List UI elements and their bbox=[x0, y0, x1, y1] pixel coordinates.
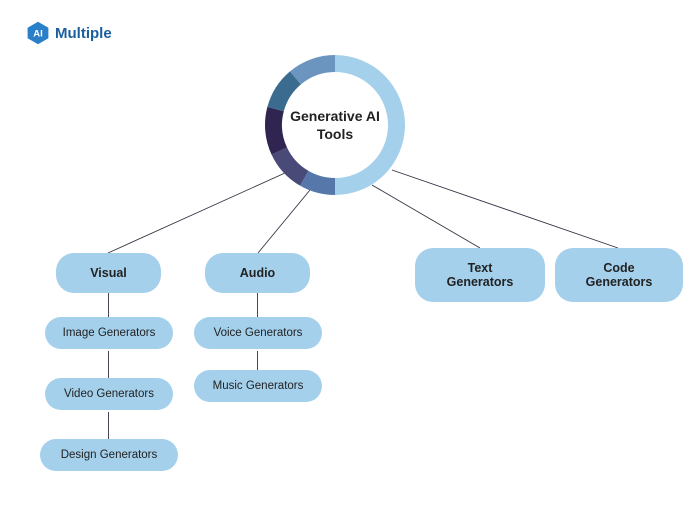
subcategory-node: Video Generators bbox=[45, 378, 173, 410]
center-node: Generative AI Tools bbox=[260, 50, 410, 200]
logo-hexagon-icon: AI bbox=[25, 20, 51, 46]
category-node: Text Generators bbox=[415, 248, 545, 302]
connector-line bbox=[108, 173, 285, 253]
brand-logo: AI Multiple bbox=[25, 20, 112, 46]
category-node: Visual bbox=[56, 253, 161, 293]
subcategory-node: Music Generators bbox=[194, 370, 322, 402]
connector-line bbox=[392, 170, 618, 248]
logo-word: Multiple bbox=[55, 25, 112, 42]
category-node: Code Generators bbox=[555, 248, 683, 302]
subcategory-node: Voice Generators bbox=[194, 317, 322, 349]
logo-ai-text: AI bbox=[33, 28, 43, 39]
subcategory-node: Design Generators bbox=[40, 439, 178, 471]
category-node: Audio bbox=[205, 253, 310, 293]
center-title: Generative AI Tools bbox=[260, 50, 410, 200]
subcategory-node: Image Generators bbox=[45, 317, 173, 349]
